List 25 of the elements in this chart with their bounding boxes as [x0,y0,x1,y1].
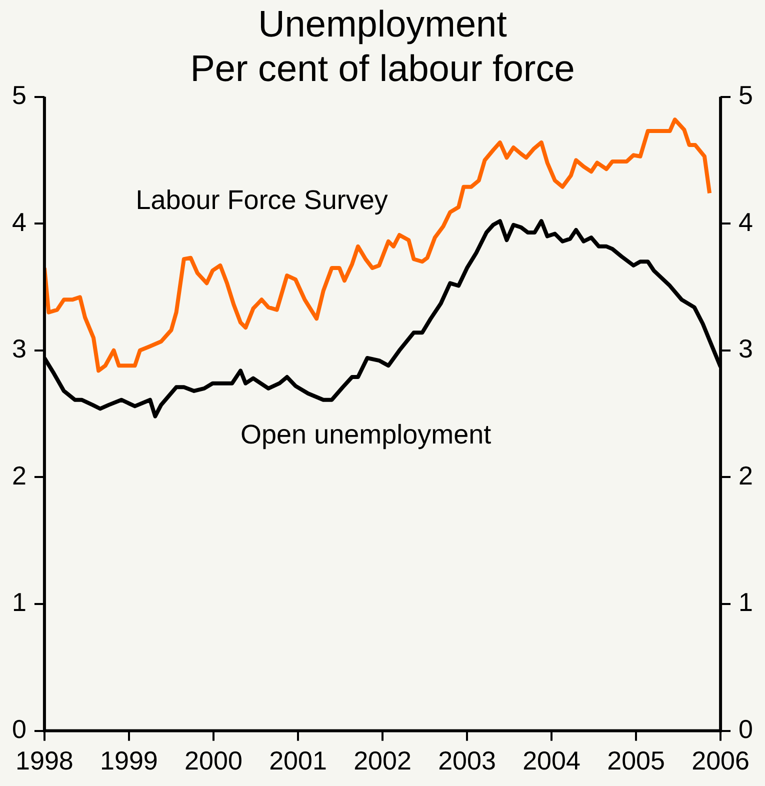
x-tick-label: 2004 [522,746,580,776]
series-label: Open unemployment [240,419,492,450]
y2-tick-label: 5 [738,80,754,110]
chart-subtitle: Per cent of labour force [190,48,575,89]
y-tick-label: 3 [12,334,26,364]
y-tick-label: 2 [12,460,26,490]
x-tick-label: 2005 [607,746,665,776]
y2-tick-label: 0 [738,714,754,744]
y-tick-label: 5 [12,80,26,110]
y2-tick-label: 2 [738,460,754,490]
x-tick-label: 1998 [16,746,74,776]
x-tick-label: 2000 [184,746,242,776]
y2-tick-label: 1 [738,587,754,618]
y2-tick-label: 3 [738,334,754,364]
x-tick-label: 2006 [692,746,750,776]
y-tick-label: 1 [12,587,26,618]
x-tick-label: 2001 [269,746,327,776]
x-tick-label: 2002 [354,746,412,776]
y-tick-label: 0 [12,714,26,744]
series-label: Labour Force Survey [136,184,388,215]
x-tick-label: 2003 [438,746,496,776]
x-tick-label: 1999 [100,746,158,776]
y2-tick-label: 4 [738,206,754,237]
chart-title: Unemployment [258,3,508,44]
y-tick-label: 4 [12,206,26,237]
